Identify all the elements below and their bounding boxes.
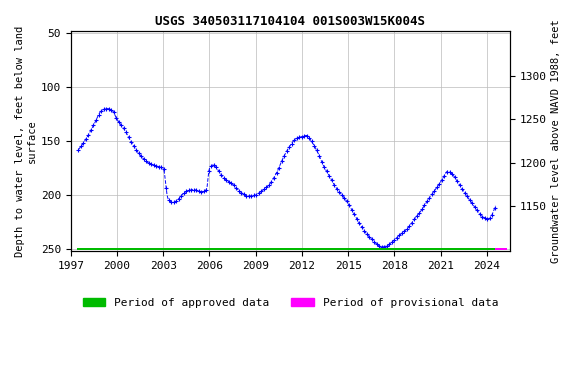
Legend: Period of approved data, Period of provisional data: Period of approved data, Period of provi… [78, 293, 502, 312]
Bar [77, 248, 495, 250]
Bar [495, 248, 507, 250]
Y-axis label: Groundwater level above NAVD 1988, feet: Groundwater level above NAVD 1988, feet [551, 19, 561, 263]
Title: USGS 340503117104104 001S003W15K004S: USGS 340503117104104 001S003W15K004S [156, 15, 426, 28]
Y-axis label: Depth to water level, feet below land
surface: Depth to water level, feet below land su… [15, 25, 37, 257]
